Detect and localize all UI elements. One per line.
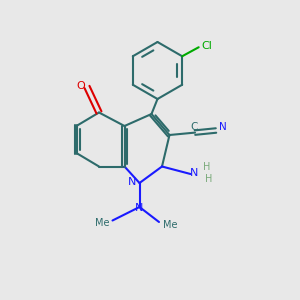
Text: H: H [205,174,212,184]
Text: Cl: Cl [202,41,212,51]
Text: N: N [135,202,143,213]
Text: O: O [76,81,85,92]
Text: Me: Me [95,218,109,229]
Text: C: C [191,122,198,132]
Text: Me: Me [163,220,178,230]
Text: N: N [190,167,198,178]
Text: N: N [128,177,136,188]
Text: N: N [219,122,226,132]
Text: H: H [203,162,211,172]
